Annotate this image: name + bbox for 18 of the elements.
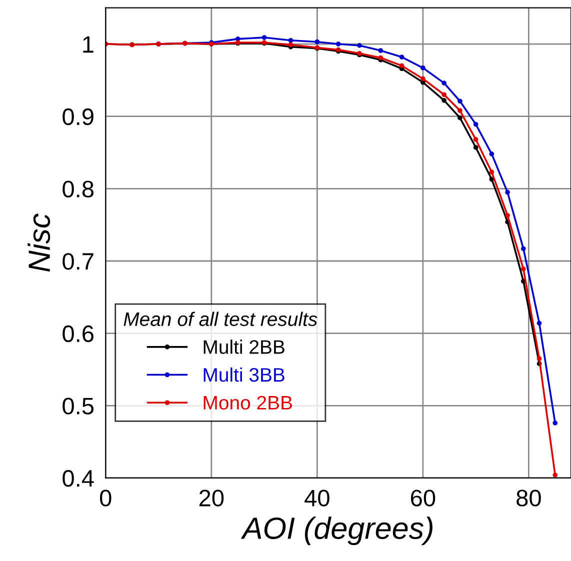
y-tick-label: 0.7 bbox=[62, 253, 94, 270]
legend-label: Multi 3BB bbox=[204, 367, 284, 382]
legend-label: Mono 2BB bbox=[204, 396, 292, 410]
x-tick-label: 80 bbox=[516, 490, 541, 506]
y-axis-title: Nisc bbox=[28, 214, 50, 272]
x-tick-label: 20 bbox=[199, 490, 224, 506]
y-tick-label: 0.5 bbox=[62, 398, 94, 414]
y-tick-label: 0.4 bbox=[62, 470, 94, 487]
y-tick-label: 1 bbox=[83, 36, 94, 53]
x-axis-title: AOI (degrees) bbox=[240, 516, 432, 546]
x-tick-label: 40 bbox=[304, 490, 330, 506]
x-tick-label: 0 bbox=[100, 490, 112, 506]
legend-title: Mean of all test results bbox=[124, 312, 318, 326]
y-tick-label: 0.8 bbox=[62, 180, 94, 198]
y-tick-label: 0.9 bbox=[62, 108, 94, 126]
y-tick-label: 0.6 bbox=[62, 325, 94, 342]
x-tick-label: 60 bbox=[411, 490, 436, 506]
legend-label: Multi 2BB bbox=[204, 340, 284, 354]
